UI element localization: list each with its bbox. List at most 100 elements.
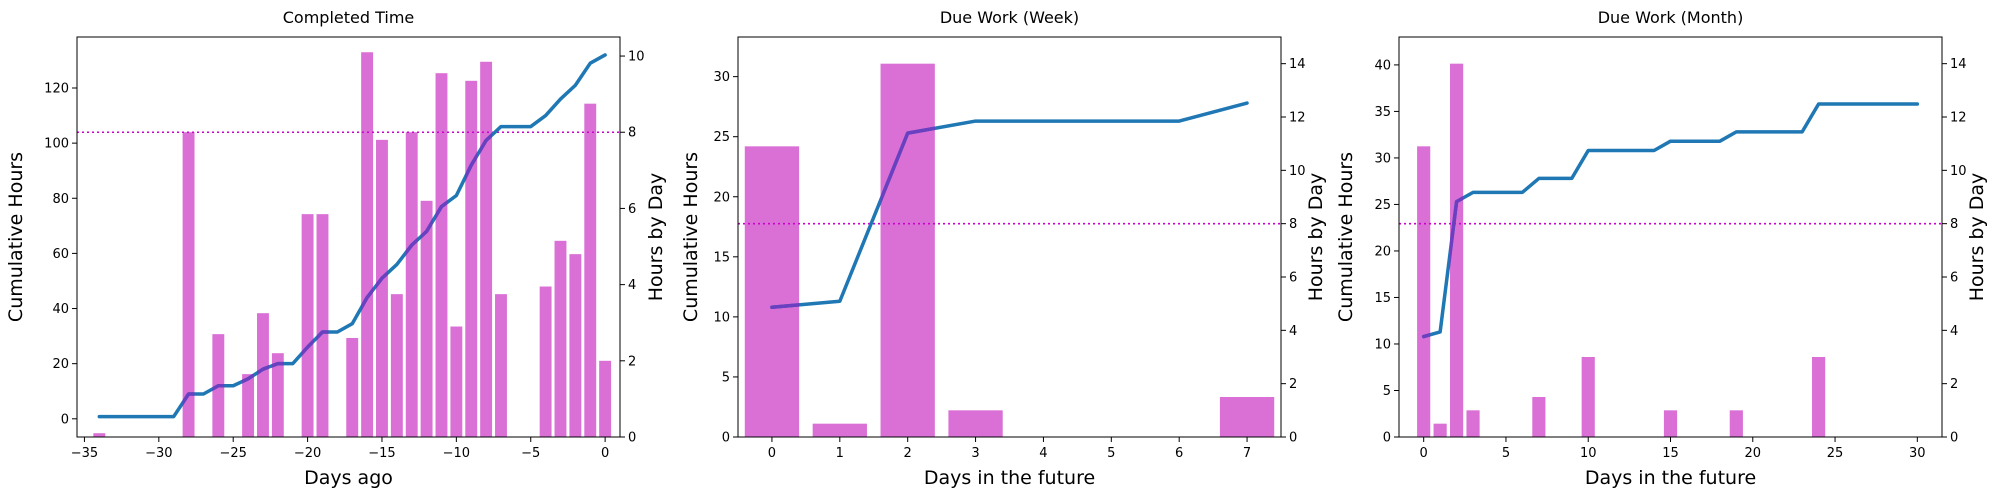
bar <box>405 132 418 438</box>
x-tick-label: −20 <box>294 446 321 461</box>
y-tick-label: 30 <box>713 70 730 85</box>
chart-title: Due Work (Week) <box>940 8 1079 27</box>
x-tick-label: −30 <box>145 446 172 461</box>
bar <box>554 240 567 437</box>
y2-tick-label: 6 <box>1289 271 1297 286</box>
x-tick-label: 10 <box>1580 446 1597 461</box>
x-tick-label: 0 <box>1420 446 1428 461</box>
y-axis-label: Cumulative Hours <box>680 152 702 322</box>
chart-due-work-month: 0 5 10 15 20 25 30 0 5 10 15 20 25 30 35 40 0 2 4 6 8 10 12 14 D… <box>1335 8 1988 489</box>
bar <box>301 214 314 437</box>
y-tick-label: 25 <box>1374 198 1391 213</box>
x-tick-label: 30 <box>1909 446 1926 461</box>
cumulative-line <box>1421 102 1920 339</box>
y2-axis-label: Hours by Day <box>645 173 667 302</box>
bar <box>361 52 374 438</box>
y2-tick-label: 0 <box>1950 431 1958 446</box>
bar <box>93 433 106 437</box>
x-tick-label: 5 <box>1502 446 1510 461</box>
bar <box>495 294 507 437</box>
x-tick-label: −5 <box>521 446 540 461</box>
y-tick-label: 30 <box>1374 151 1391 166</box>
y-tick-label: 20 <box>713 190 730 205</box>
y2-tick-label: 2 <box>628 354 636 369</box>
y-tick-label: 15 <box>713 250 730 265</box>
x-tick-label: −25 <box>219 446 246 461</box>
bar <box>599 360 612 437</box>
bar <box>948 410 1003 437</box>
y-tick-label: 0 <box>1383 431 1391 446</box>
bar <box>584 103 597 438</box>
chart-completed-time: −35 −30 −25 −20 −15 −10 −5 0 0 20 40 60 80 100 120 0 2 4 6… <box>5 8 667 489</box>
x-tick-label: 1 <box>836 446 844 461</box>
y-tick-label: 10 <box>713 310 730 325</box>
y2-tick-label: 4 <box>1289 324 1297 339</box>
y2-tick-label: 4 <box>1950 324 1958 339</box>
y2-tick-label: 2 <box>1950 377 1958 392</box>
x-axis-label: Days in the future <box>924 467 1095 489</box>
y2-tick-label: 14 <box>1950 57 1967 72</box>
y-tick-label: 100 <box>44 137 69 152</box>
bar <box>376 139 388 438</box>
y2-axis-label: Hours by Day <box>1305 173 1327 302</box>
bar <box>390 294 403 437</box>
y-axis-label: Cumulative Hours <box>5 152 27 322</box>
plot-frame <box>737 36 1282 438</box>
bar <box>1450 63 1464 438</box>
y-tick-label: 15 <box>1374 291 1391 306</box>
plot-frame <box>76 36 621 438</box>
y-tick-label: 120 <box>44 81 69 96</box>
bar <box>1466 410 1480 437</box>
bar <box>1417 146 1431 437</box>
x-tick-label: 15 <box>1662 446 1679 461</box>
bar <box>880 63 935 438</box>
cumulative-line <box>770 101 1249 310</box>
x-tick-label: 20 <box>1744 446 1761 461</box>
y2-axis-label: Hours by Day <box>1966 173 1988 302</box>
y-tick-label: 20 <box>1374 244 1391 259</box>
cumulative-line-overlap <box>770 101 1249 310</box>
y-axis-label: Cumulative Hours <box>1335 152 1357 322</box>
x-tick-label: 6 <box>1175 446 1183 461</box>
bar <box>257 313 269 437</box>
y-tick-label: 0 <box>61 412 69 427</box>
y2-tick-label: 10 <box>1950 164 1967 179</box>
x-tick-label: 25 <box>1827 446 1844 461</box>
bar <box>1219 397 1275 437</box>
y2-tick-label: 12 <box>1950 111 1967 126</box>
bar <box>435 73 448 437</box>
y2-tick-label: 6 <box>628 202 636 217</box>
x-tick-label: 4 <box>1039 446 1047 461</box>
bar <box>420 200 433 437</box>
bar <box>1532 397 1546 437</box>
chart-title: Due Work (Month) <box>1598 8 1744 27</box>
y-tick-label: 10 <box>1374 337 1391 352</box>
cumulative-line-overlap <box>1421 102 1826 339</box>
y-tick-label: 25 <box>713 130 730 145</box>
bar <box>450 326 463 437</box>
bar <box>1812 357 1826 437</box>
y-tick-label: 35 <box>1374 105 1391 120</box>
bar <box>1433 423 1447 437</box>
x-tick-label: 7 <box>1243 446 1251 461</box>
bar <box>480 61 493 437</box>
x-tick-label: 0 <box>601 446 609 461</box>
y-tick-label: 5 <box>722 370 730 385</box>
y2-tick-label: 0 <box>1289 431 1297 446</box>
x-tick-label: 5 <box>1107 446 1115 461</box>
y-tick-label: 5 <box>1383 384 1391 399</box>
y2-tick-label: 10 <box>1289 164 1306 179</box>
bar <box>812 423 867 437</box>
bar <box>316 214 329 437</box>
plot-frame <box>1398 36 1943 438</box>
y-tick-label: 20 <box>52 357 69 372</box>
bar <box>539 286 552 437</box>
y2-tick-label: 8 <box>1289 217 1297 232</box>
bar <box>744 146 800 437</box>
x-tick-label: 2 <box>904 446 912 461</box>
bar <box>271 353 284 437</box>
y2-tick-label: 14 <box>1289 57 1306 72</box>
y2-tick-label: 4 <box>628 278 636 293</box>
